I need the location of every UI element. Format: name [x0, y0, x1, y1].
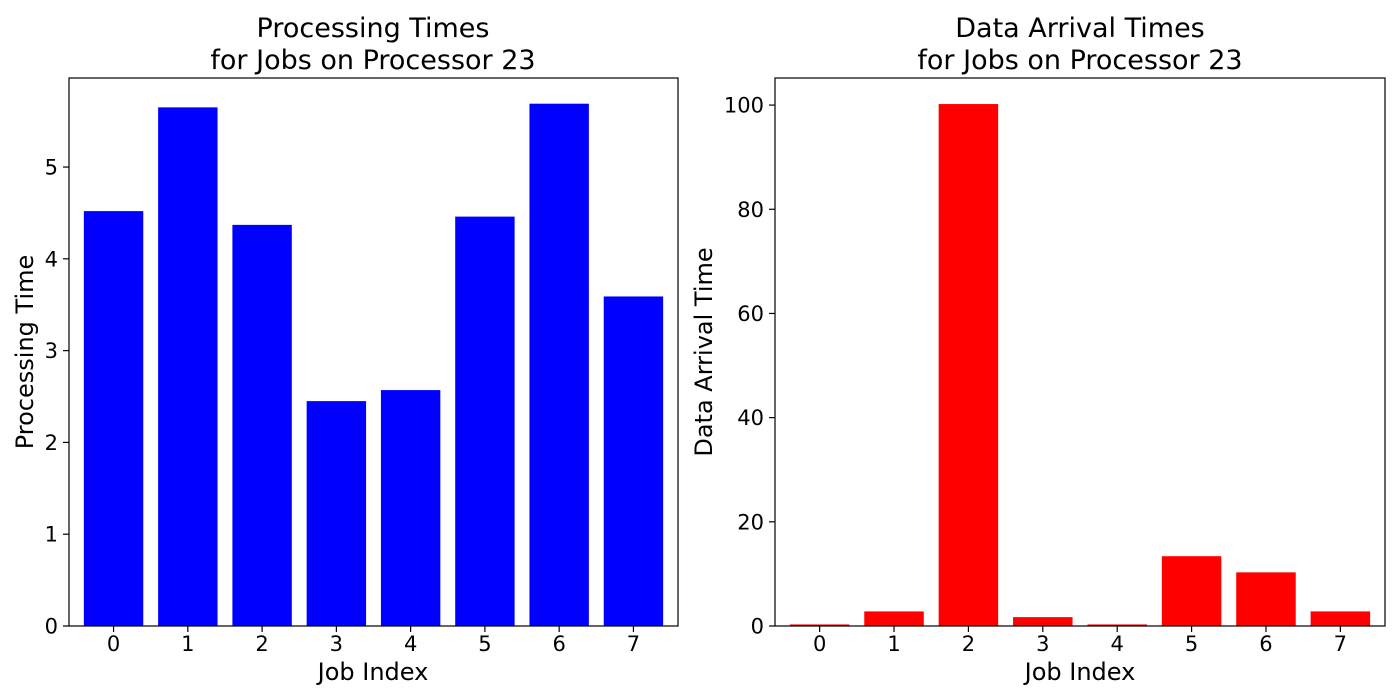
- bar-job-5: [1161, 556, 1222, 626]
- axes-frame: [68, 77, 679, 627]
- y-tick-label: 2: [45, 431, 58, 455]
- x-tick-label: 3: [330, 632, 343, 656]
- x-tick-label: 1: [181, 632, 194, 656]
- chart-title-line-2: for Jobs on Processor 23: [917, 45, 1242, 76]
- data-arrival-times-chart: Data Arrival Times for Jobs on Processor…: [690, 13, 1386, 686]
- x-tick-label: 5: [478, 632, 491, 656]
- x-tick-label: 2: [962, 632, 975, 656]
- y-tick-label: 100: [724, 94, 764, 118]
- x-tick-label: 0: [107, 632, 120, 656]
- y-axis-ticks: 0 20 40 60 80 100: [724, 94, 775, 639]
- x-axis-label: Job Index: [1023, 658, 1136, 686]
- y-tick-label: 0: [751, 615, 764, 639]
- x-tick-label: 4: [404, 632, 417, 656]
- x-tick-label: 0: [813, 632, 826, 656]
- x-tick-label: 1: [887, 632, 900, 656]
- y-tick-label: 20: [737, 510, 764, 534]
- y-axis-label: Data Arrival Time: [690, 247, 718, 456]
- bar-job-7: [603, 296, 664, 626]
- y-tick-label: 0: [45, 615, 58, 639]
- x-tick-label: 5: [1185, 632, 1198, 656]
- x-tick-label: 7: [627, 632, 640, 656]
- bar-job-1: [158, 107, 218, 627]
- bar-job-4: [380, 390, 441, 626]
- chart-title-line-1: Processing Times: [257, 13, 490, 44]
- bar-job-5: [455, 216, 515, 627]
- x-tick-label: 7: [1334, 632, 1347, 656]
- axes-frame: [774, 77, 1386, 627]
- bar-job-0: [83, 211, 144, 626]
- x-tick-label: 6: [552, 632, 565, 656]
- y-tick-label: 40: [737, 406, 764, 430]
- y-axis-ticks: 0 1 2 3 4 5: [45, 156, 69, 639]
- y-axis-label: Processing Time: [11, 255, 39, 450]
- bar-job-4: [1087, 624, 1147, 626]
- bar-job-2: [938, 104, 999, 627]
- x-tick-label: 2: [255, 632, 268, 656]
- x-tick-label: 3: [1036, 632, 1049, 656]
- bars-group: [789, 104, 1371, 627]
- y-tick-label: 4: [45, 247, 58, 271]
- bar-job-6: [529, 103, 589, 626]
- x-tick-label: 4: [1111, 632, 1124, 656]
- y-tick-label: 3: [45, 339, 58, 363]
- y-tick-label: 1: [45, 523, 58, 547]
- bar-job-2: [232, 224, 292, 626]
- bar-job-1: [864, 611, 924, 626]
- bars-group: [83, 103, 664, 627]
- x-tick-label: 6: [1259, 632, 1272, 656]
- y-tick-label: 60: [737, 302, 764, 326]
- x-axis-ticks: 0 1 2 3 4 5 6 7: [107, 626, 640, 656]
- bar-job-7: [1310, 611, 1371, 626]
- bar-job-0: [789, 624, 850, 626]
- x-axis-ticks: 0 1 2 3 4 5 6 7: [813, 626, 1347, 656]
- chart-title-line-2: for Jobs on Processor 23: [210, 45, 535, 76]
- x-axis-label: Job Index: [316, 658, 429, 686]
- processing-times-chart: Processing Times for Jobs on Processor 2…: [11, 13, 679, 686]
- bar-job-6: [1236, 572, 1296, 626]
- y-tick-label: 80: [737, 198, 764, 222]
- y-tick-label: 5: [45, 156, 58, 180]
- bar-job-3: [1013, 617, 1073, 626]
- chart-title-line-1: Data Arrival Times: [955, 13, 1205, 44]
- bar-job-3: [306, 401, 367, 626]
